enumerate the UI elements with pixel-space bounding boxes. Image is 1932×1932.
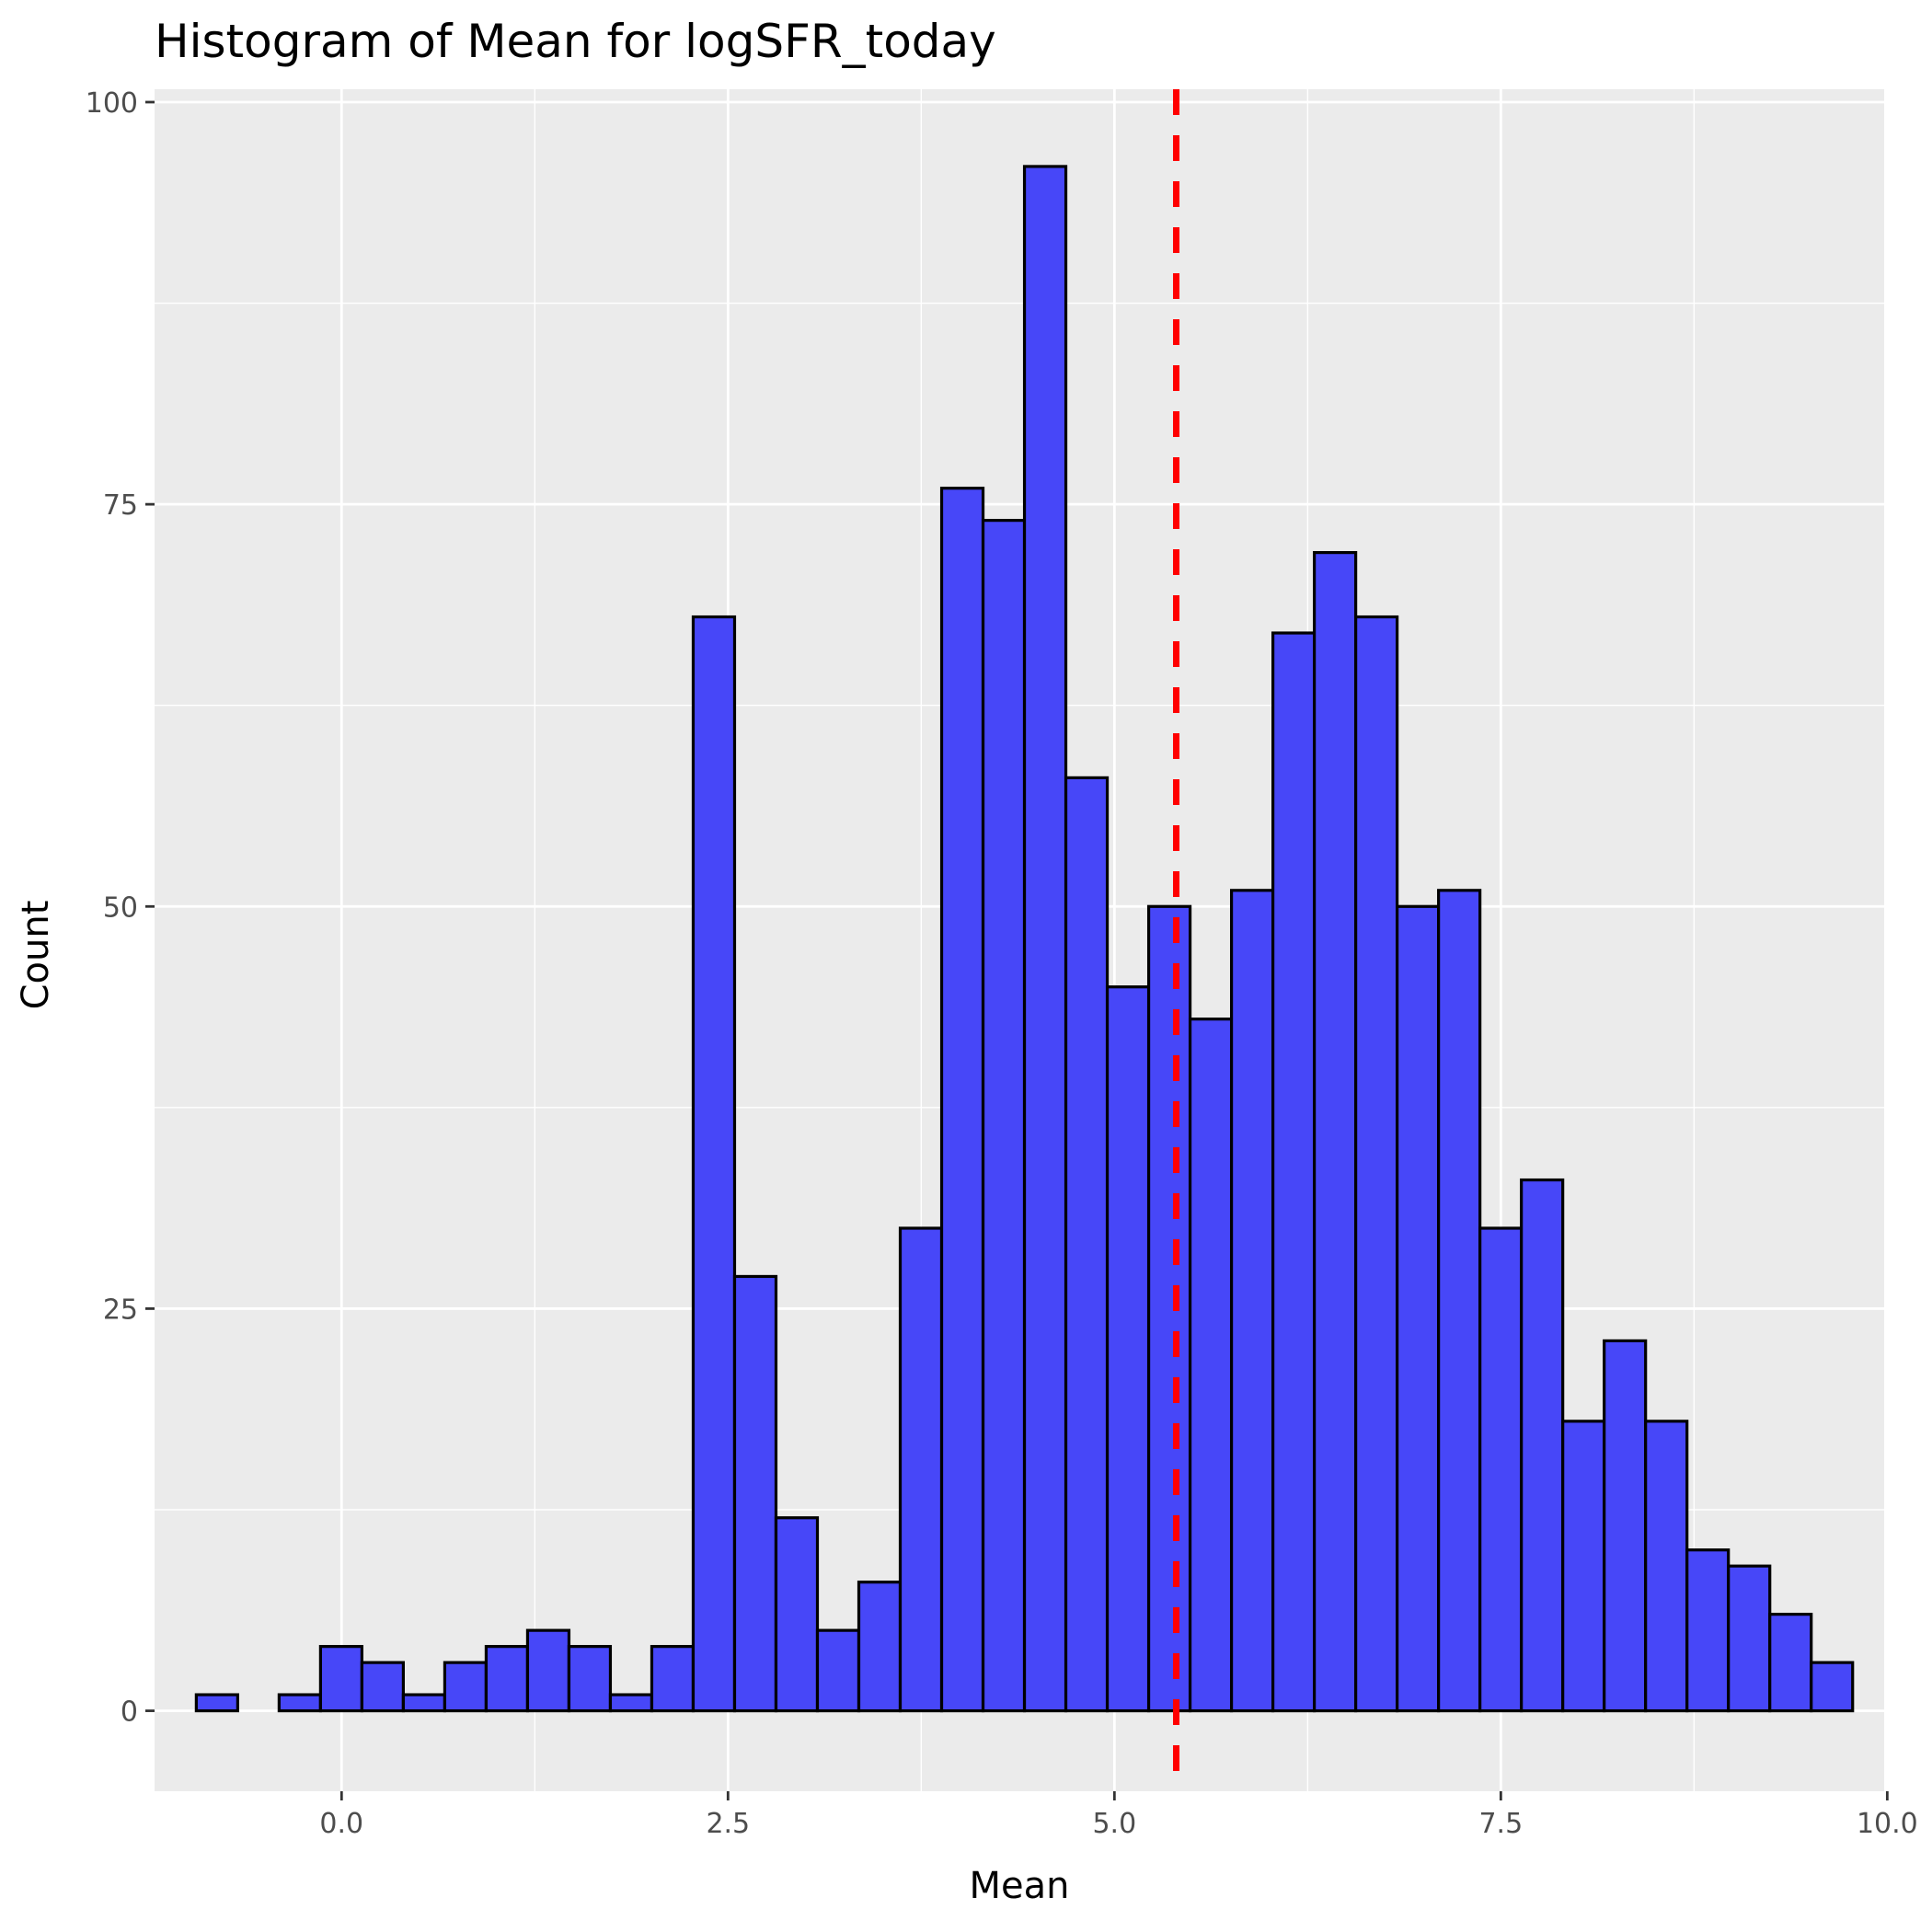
x-axis: 0.0 2.5 5.0 7.5 10.0 [319, 1791, 1918, 1840]
histogram-bar [1354, 615, 1399, 1713]
histogram-bar [857, 1581, 903, 1713]
histogram-bar [1105, 985, 1151, 1713]
x-tick-label: 7.5 [1478, 1808, 1523, 1840]
histogram-bar [484, 1645, 530, 1713]
histogram-bar [898, 1226, 944, 1713]
y-tick-label: 75 [103, 489, 138, 522]
y-tick-label: 25 [103, 1294, 138, 1326]
histogram-bar [1685, 1548, 1731, 1713]
histogram-bar [1768, 1613, 1813, 1713]
histogram-bars [194, 165, 1855, 1713]
histogram-bar [1396, 904, 1441, 1713]
x-axis-title: Mean [970, 1865, 1070, 1907]
histogram-bar [1313, 550, 1358, 1713]
histogram-bar [1644, 1420, 1689, 1713]
x-tick-label: 10.0 [1857, 1808, 1918, 1840]
y-tick-label: 50 [103, 891, 138, 924]
histogram-bar [815, 1628, 861, 1713]
histogram-bar [1064, 776, 1110, 1713]
histogram-bar [1520, 1178, 1565, 1713]
histogram-bar [1229, 889, 1275, 1713]
histogram-bar [1603, 1339, 1648, 1713]
histogram-bar [608, 1693, 654, 1713]
histogram-bar [277, 1693, 322, 1713]
x-tick-label: 5.0 [1092, 1808, 1136, 1840]
histogram-bar [1437, 889, 1482, 1713]
histogram-bar [732, 1274, 778, 1713]
histogram-bar [650, 1645, 696, 1713]
histogram-bar [525, 1628, 571, 1713]
histogram-bar [360, 1661, 406, 1713]
histogram-bar [1022, 165, 1068, 1713]
x-tick-label: 2.5 [706, 1808, 750, 1840]
y-axis: 0 25 50 75 100 [86, 87, 155, 1729]
histogram-bar [1146, 904, 1192, 1713]
histogram-bar [1561, 1420, 1606, 1713]
chart-title: Histogram of Mean for logSFR_today [155, 15, 996, 68]
histogram-bar [1271, 631, 1317, 1713]
histogram-bar [774, 1516, 820, 1713]
x-tick-label: 0.0 [319, 1808, 363, 1840]
histogram-bar [939, 487, 985, 1713]
histogram-bar [318, 1645, 363, 1713]
histogram-bar [691, 615, 737, 1713]
histogram-bar [443, 1661, 489, 1713]
y-axis-title: Count [15, 901, 57, 1010]
histogram-bar [981, 519, 1027, 1713]
histogram-bar [194, 1693, 239, 1713]
histogram-bar [1810, 1661, 1855, 1713]
histogram-bar [401, 1693, 447, 1713]
y-tick-label: 0 [121, 1696, 138, 1729]
histogram-bar [1478, 1226, 1524, 1713]
y-tick-label: 100 [86, 87, 138, 120]
histogram-bar [1188, 1018, 1234, 1713]
histogram-bar [1727, 1564, 1772, 1713]
histogram-bar [567, 1645, 613, 1713]
